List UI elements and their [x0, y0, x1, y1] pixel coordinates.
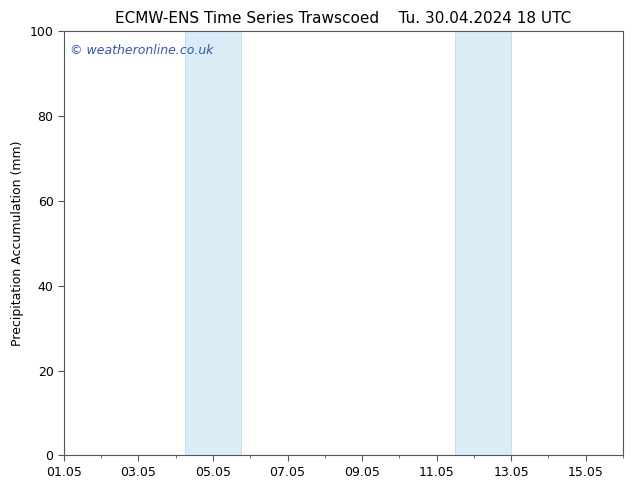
Y-axis label: Precipitation Accumulation (mm): Precipitation Accumulation (mm) [11, 141, 24, 346]
Bar [185, 31, 241, 456]
Title: ECMW-ENS Time Series Trawscoed    Tu. 30.04.2024 18 UTC: ECMW-ENS Time Series Trawscoed Tu. 30.04… [115, 11, 571, 26]
Bar [455, 31, 511, 456]
Text: © weatheronline.co.uk: © weatheronline.co.uk [70, 44, 213, 57]
